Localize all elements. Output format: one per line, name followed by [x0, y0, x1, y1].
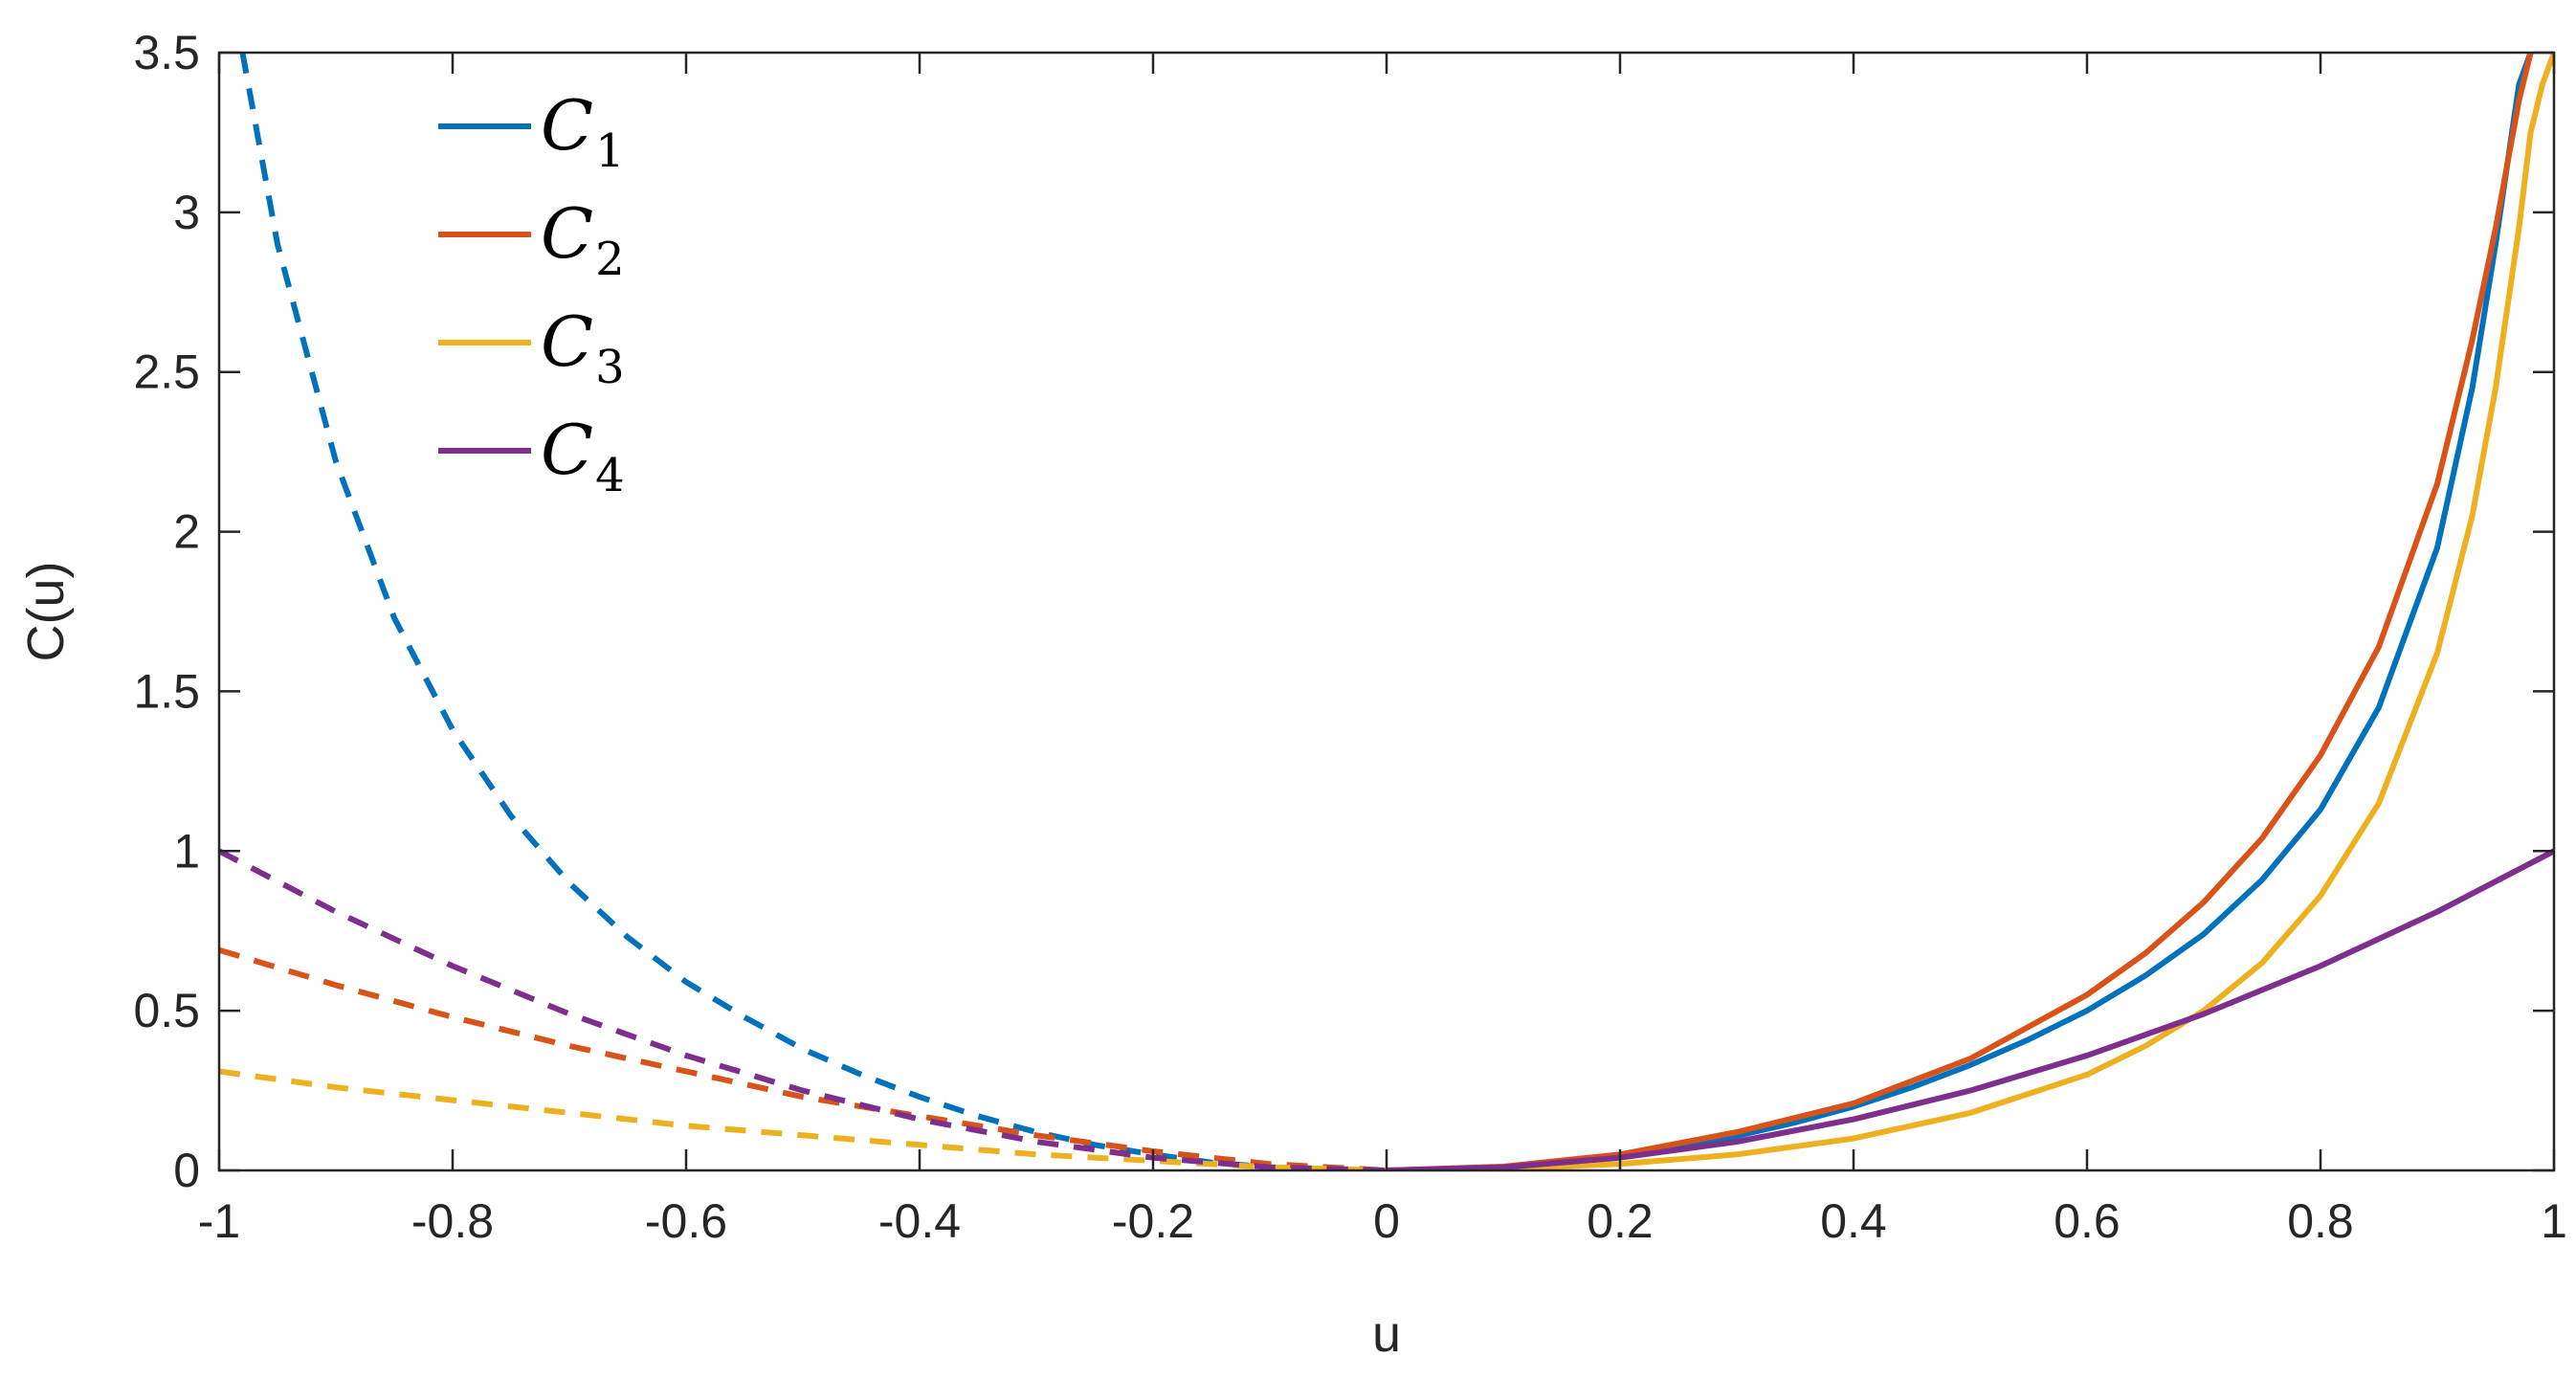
legend-label-subscript: 1 — [595, 124, 625, 178]
y-tick-label: 3.5 — [133, 26, 200, 79]
x-tick-label: 0.6 — [2054, 1194, 2121, 1248]
series-line-c3-positive — [1386, 53, 2554, 1170]
x-tick-label: 0 — [1373, 1194, 1400, 1248]
x-tick-label: -0.4 — [878, 1194, 961, 1248]
legend-label-subscript: 4 — [595, 449, 625, 502]
x-axis-label: u — [1372, 1305, 1401, 1363]
x-tick-label: -0.2 — [1112, 1194, 1194, 1248]
plot-area — [219, 53, 2554, 1170]
x-tick-label: -0.8 — [411, 1194, 494, 1248]
series-layer — [219, 53, 2554, 1170]
y-tick-label: 0 — [173, 1144, 200, 1197]
y-axis-ticks: 0 0.5 1 1.5 2 2.5 3 3.5 — [133, 26, 2554, 1197]
y-tick-label: 0.5 — [133, 984, 200, 1037]
legend-label-subscript: 2 — [595, 233, 625, 286]
legend-label-subscript: 3 — [595, 341, 625, 394]
y-tick-label: 3 — [173, 186, 200, 239]
series-line-c4-negative — [219, 848, 1388, 1170]
series-line-c4-positive — [1386, 848, 2554, 1170]
x-axis-ticks: -1 -0.8 -0.6 -0.4 -0.2 0 0.2 0.4 0.6 0.8 1 — [198, 53, 2567, 1248]
legend-item-c4: C4 — [438, 410, 625, 502]
legend-label: C4 — [541, 410, 625, 502]
series-line-c2-positive — [1386, 53, 2534, 1170]
x-tick-label: 0.4 — [1820, 1194, 1887, 1248]
y-tick-label: 1.5 — [133, 664, 200, 718]
x-tick-label: 0.2 — [1587, 1194, 1654, 1248]
series-line-c2-negative — [219, 946, 1388, 1170]
y-tick-label: 2 — [173, 505, 200, 559]
series-line-c3-negative — [219, 1068, 1388, 1170]
x-tick-label: 0.8 — [2287, 1194, 2354, 1248]
y-axis-label: C(u) — [17, 562, 75, 662]
x-tick-label: -0.6 — [645, 1194, 727, 1248]
x-tick-label: 1 — [2541, 1194, 2567, 1248]
y-tick-label: 2.5 — [133, 345, 200, 399]
x-tick-label: -1 — [198, 1194, 240, 1248]
y-tick-label: 1 — [173, 824, 200, 878]
